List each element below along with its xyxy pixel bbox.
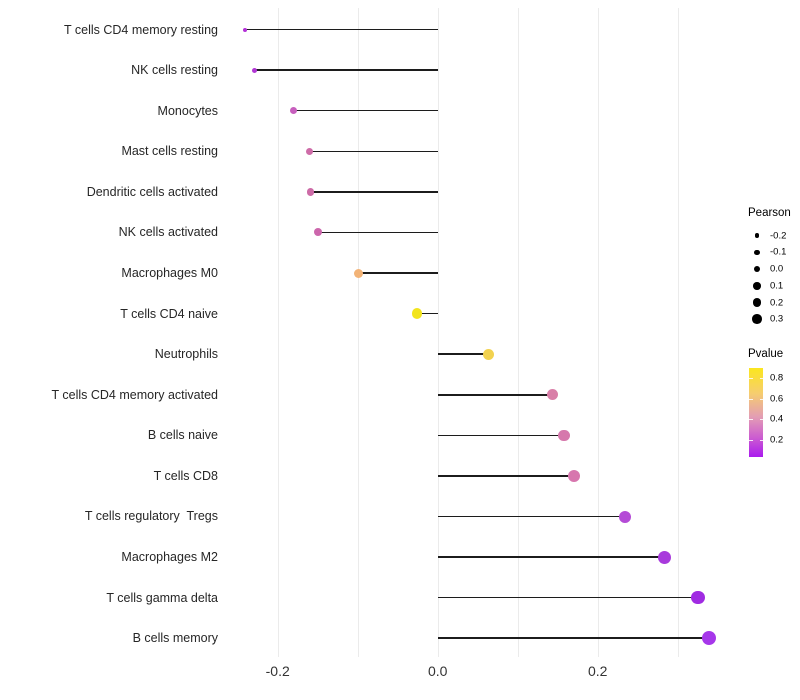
y-axis-category-label: T cells CD4 memory resting	[64, 22, 218, 37]
lollipop-stem	[310, 191, 438, 193]
legend-size-label: -0.1	[770, 246, 787, 258]
lollipop-stem	[437, 434, 565, 436]
lollipop-stem	[437, 596, 698, 599]
y-axis-category-label: Macrophages M0	[121, 265, 218, 280]
lollipop-dot	[618, 510, 631, 523]
legend-size-label: 0.0	[770, 263, 784, 275]
y-axis-category-label: T cells CD8	[153, 468, 218, 483]
gridline	[357, 8, 359, 657]
pvalue-colorbar-tick	[749, 398, 753, 400]
lollipop-stem	[437, 475, 574, 477]
lollipop-stem	[437, 637, 709, 639]
legend-size-dot	[753, 265, 761, 273]
legend-size-label: 0.3	[770, 313, 784, 325]
pvalue-colorbar-label: 0.4	[770, 413, 784, 425]
y-axis-category-label: NK cells resting	[131, 62, 218, 77]
pvalue-colorbar-tick	[749, 419, 753, 421]
gridline	[277, 8, 279, 657]
y-axis-category-label: T cells gamma delta	[106, 590, 218, 605]
pvalue-colorbar-tick	[759, 378, 763, 380]
pvalue-colorbar-label: 0.2	[770, 433, 784, 445]
lollipop-dot	[411, 308, 423, 319]
gridline	[677, 8, 679, 657]
lollipop-dot	[290, 107, 298, 115]
lollipop-dot	[305, 147, 314, 155]
lollipop-stem	[437, 394, 553, 396]
legend-size-label: 0.1	[770, 280, 784, 292]
y-axis-category-label: Neutrophils	[154, 346, 218, 361]
lollipop-stem	[358, 272, 438, 274]
legend-size-dot	[752, 314, 762, 324]
x-axis-tick-label: -0.2	[265, 663, 290, 679]
y-axis-category-label: T cells regulatory Tregs	[84, 509, 218, 524]
lollipop-stem	[437, 353, 489, 355]
pvalue-colorbar	[749, 368, 763, 457]
pvalue-colorbar-tick	[749, 378, 753, 380]
y-axis-category-label: B cells naive	[147, 428, 218, 443]
pvalue-colorbar-tick	[759, 439, 763, 441]
pvalue-colorbar-label: 0.8	[770, 372, 784, 384]
lollipop-dot	[252, 67, 257, 73]
legend-pearson-title: Pearson	[748, 207, 791, 219]
pvalue-colorbar-tick	[749, 439, 753, 441]
gridline	[597, 8, 599, 657]
lollipop-stem	[437, 515, 625, 518]
y-axis-category-label: T cells CD4 naive	[120, 306, 218, 321]
legend-pvalue-title: Pvalue	[748, 348, 784, 360]
x-axis-tick-label: 0.2	[587, 663, 608, 679]
lollipop-stem	[244, 28, 438, 31]
y-axis-category-label: Monocytes	[157, 103, 218, 118]
lollipop-dot	[567, 469, 580, 482]
pvalue-colorbar-tick	[759, 398, 763, 400]
legend-size-label: 0.2	[770, 296, 784, 308]
lollipop-dot	[558, 429, 570, 441]
lollipop-dot	[313, 228, 322, 237]
legend-size-dot	[752, 298, 762, 307]
lollipop-stem	[309, 150, 438, 152]
legend-size-dot	[754, 249, 760, 256]
lollipop-stem	[254, 69, 438, 71]
gridline	[437, 8, 439, 657]
lollipop-stem	[317, 231, 438, 234]
lollipop-dot	[306, 188, 315, 196]
y-axis-category-label: B cells memory	[132, 630, 218, 645]
legend-size-dot	[754, 233, 760, 238]
lollipop-dot	[482, 348, 494, 360]
y-axis-category-label: Dendritic cells activated	[86, 184, 218, 199]
lollipop-stem	[437, 556, 665, 558]
lollipop-stem	[416, 312, 438, 315]
pvalue-colorbar-label: 0.6	[770, 392, 784, 404]
lollipop-stem	[293, 109, 438, 112]
lollipop-dot	[691, 590, 705, 605]
lollipop-dot	[658, 550, 672, 564]
lollipop-dot	[242, 27, 247, 32]
lollipop-dot	[701, 631, 716, 646]
legend-size-label: -0.2	[770, 229, 787, 241]
legend-size-dot	[753, 282, 761, 290]
y-axis-category-label: Mast cells resting	[121, 143, 218, 158]
y-axis-category-label: NK cells activated	[118, 225, 218, 240]
y-axis-category-label: T cells CD4 memory activated	[51, 387, 219, 402]
y-axis-category-label: Macrophages M2	[121, 549, 218, 564]
x-axis-tick-label: 0.0	[427, 663, 448, 679]
pvalue-colorbar-tick	[759, 419, 763, 421]
lollipop-dot	[547, 389, 559, 401]
lollipop-dot	[354, 268, 363, 278]
gridline	[517, 8, 519, 657]
